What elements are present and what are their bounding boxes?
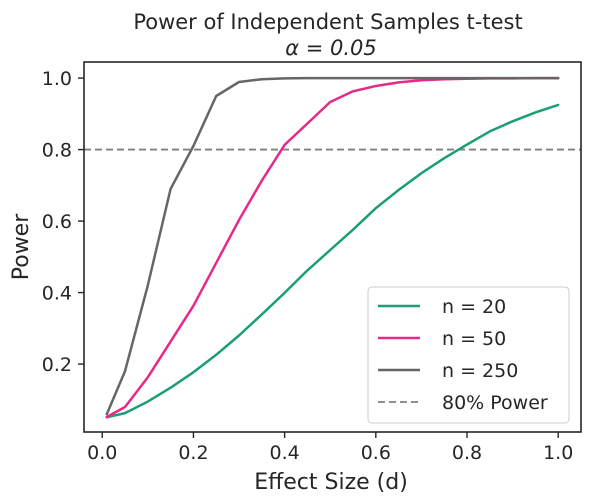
y-tick-label: 0.2 bbox=[42, 354, 72, 376]
series-line-n-250 bbox=[105, 76, 560, 416]
plot-frame bbox=[83, 61, 582, 433]
y-axis-label: Power bbox=[9, 213, 34, 280]
y-tick-label: 0.8 bbox=[42, 140, 72, 162]
legend-label-80-power: 80% Power bbox=[442, 392, 548, 414]
x-tick-label: 0.6 bbox=[361, 442, 391, 464]
legend: n = 20 n = 50 n = 250 80% Power bbox=[367, 286, 570, 424]
series-line-n-20 bbox=[105, 103, 560, 419]
y-tick-label: 0.4 bbox=[42, 283, 72, 305]
legend-label-n-50: n = 50 bbox=[442, 328, 506, 350]
x-tick-label: 1.0 bbox=[543, 442, 573, 464]
legend-label-n-20: n = 20 bbox=[442, 296, 506, 318]
x-tick-label: 0.0 bbox=[87, 442, 117, 464]
y-axis: 0.2 0.4 0.6 0.8 1.0 bbox=[42, 68, 84, 376]
x-tick-label: 0.4 bbox=[270, 442, 300, 464]
legend-label-n-250: n = 250 bbox=[442, 360, 518, 382]
x-axis-label: Effect Size (d) bbox=[254, 470, 408, 495]
legend-box bbox=[367, 286, 570, 424]
y-tick-label: 0.6 bbox=[42, 211, 72, 233]
x-axis: 0.0 0.2 0.4 0.6 0.8 1.0 bbox=[87, 432, 573, 464]
x-tick-label: 0.8 bbox=[452, 442, 482, 464]
y-tick-label: 1.0 bbox=[42, 68, 72, 90]
x-tick-label: 0.2 bbox=[178, 442, 208, 464]
plot-area bbox=[84, 76, 581, 419]
chart-subtitle: α = 0.05 bbox=[285, 36, 377, 60]
chart-title: Power of Independent Samples t-test bbox=[133, 10, 522, 34]
